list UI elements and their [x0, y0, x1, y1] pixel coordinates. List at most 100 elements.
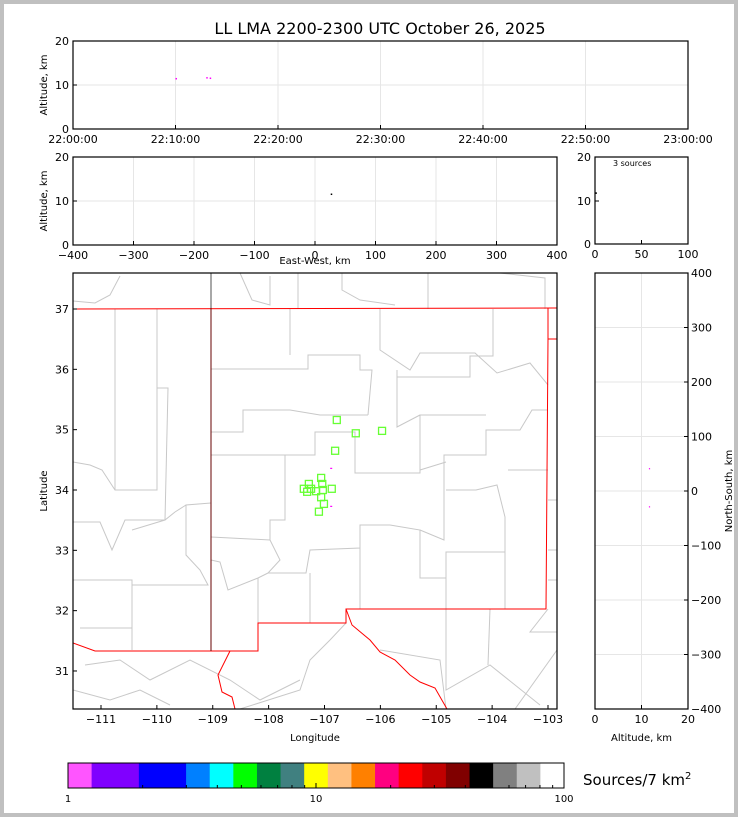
colorbar-swatch	[327, 763, 352, 788]
station-marker	[314, 507, 324, 516]
station-marker	[351, 429, 360, 438]
colorbar: 1 10 100	[65, 762, 574, 805]
x-tick-label: 400	[547, 249, 568, 262]
y-tick-label: 34	[55, 484, 69, 497]
x-tick-label: −111	[86, 713, 116, 726]
source-point	[330, 193, 333, 196]
y-axis-label: Altitude, km	[39, 55, 50, 116]
x-axis-label: Altitude, km	[611, 733, 672, 744]
y-tick-label: 20	[577, 151, 591, 164]
northsouth-altitude-panel: 0 10 20−400 −300 −200 −100 0 100 200 300 400 North-…	[592, 267, 736, 744]
y-tick-label: −100	[691, 540, 721, 553]
y-tick-label: 36	[55, 363, 69, 376]
x-tick-label: 10	[635, 713, 649, 726]
x-tick-label: −105	[421, 713, 451, 726]
county-borders	[73, 273, 557, 709]
y-tick-label: 0	[584, 238, 591, 251]
colorbar-swatch	[91, 763, 116, 788]
colorbar-swatch	[422, 763, 447, 788]
y-tick-label: 300	[691, 322, 712, 335]
x-tick-label: −100	[239, 249, 269, 262]
x-tick-label: 22:30:00	[356, 133, 405, 146]
x-tick-label: −109	[198, 713, 228, 726]
y-tick-label: 0	[62, 239, 69, 252]
colorbar-swatch	[445, 763, 471, 788]
station-marker	[304, 479, 314, 489]
colorbar-tick-label: 100	[554, 794, 573, 805]
y-tick-label: 10	[577, 195, 591, 208]
x-tick-label: 200	[426, 249, 447, 262]
y-tick-label: −400	[691, 703, 721, 716]
source-point	[206, 77, 208, 79]
axes-frame	[72, 272, 558, 710]
x-tick-label: 100	[678, 248, 699, 261]
source-point	[648, 506, 651, 508]
colorbar-swatch	[375, 763, 400, 788]
colorbar-swatch	[351, 763, 376, 788]
station-marker	[327, 484, 336, 493]
x-tick-label: 300	[486, 249, 507, 262]
x-tick-label: 22:00:00	[48, 133, 97, 146]
x-tick-label: 0	[312, 249, 319, 262]
station-marker	[330, 446, 340, 455]
y-axis-label: North-South, km	[724, 450, 735, 533]
colorbar-swatch	[469, 763, 494, 788]
x-tick-label: 20	[681, 713, 695, 726]
y-tick-label: 200	[691, 376, 712, 389]
altitude-time-panel: 22:00:00 22:10:00 22:20:00 22:30:00 22:40:00…	[39, 35, 713, 146]
plan-view-map-panel: −111 −110 −109 −108 −107 −106 −105 −104 −103 31 32…	[39, 272, 563, 744]
colorbar-tick-label: 1	[65, 794, 71, 805]
colorbar-swatch	[68, 763, 93, 788]
x-tick-label: 22:20:00	[253, 133, 302, 146]
y-tick-label: 100	[691, 431, 712, 444]
y-tick-label: 31	[55, 665, 69, 678]
x-tick-label: 22:50:00	[561, 133, 610, 146]
x-axis-label: East-West, km	[279, 256, 350, 267]
colorbar-label: Sources/7 km2	[583, 771, 691, 789]
y-tick-label: 20	[55, 35, 69, 48]
colorbar-swatch	[115, 763, 140, 788]
y-tick-label: 33	[55, 544, 69, 557]
y-tick-label: 32	[55, 605, 69, 618]
station-marker	[306, 484, 316, 493]
x-tick-label: 50	[635, 248, 649, 261]
y-tick-label: 0	[691, 485, 698, 498]
y-tick-label: 37	[55, 303, 69, 316]
x-tick-label: 100	[365, 249, 386, 262]
y-axis-label: Altitude, km	[39, 171, 50, 232]
source-point	[209, 77, 212, 80]
altitude-eastwest-panel: −400 −300 −200 −100 0 100 200 300 400 0 10 20 Altitu…	[39, 151, 568, 267]
x-tick-label: 0	[592, 248, 599, 261]
y-tick-label: 20	[55, 151, 69, 164]
x-tick-label: 23:00:00	[663, 133, 712, 146]
station-marker	[377, 426, 387, 436]
y-tick-label: −200	[691, 594, 721, 607]
colorbar-swatch	[162, 763, 187, 788]
x-tick-label: 0	[592, 713, 599, 726]
x-tick-label: −103	[533, 713, 563, 726]
y-tick-label: 0	[62, 123, 69, 136]
chart-title: LL LMA 2200-2300 UTC October 26, 2025	[214, 19, 545, 38]
colorbar-swatch	[493, 763, 518, 788]
colorbar-swatch	[233, 763, 258, 788]
y-tick-label: 35	[55, 424, 69, 437]
colorbar-swatch	[516, 763, 541, 788]
source-point	[175, 77, 177, 80]
colorbar-swatch	[138, 763, 163, 788]
colorbar-swatch	[280, 763, 305, 788]
station-marker	[319, 499, 329, 509]
x-tick-label: −200	[179, 249, 209, 262]
station-marker	[316, 473, 326, 483]
y-tick-label: −300	[691, 649, 721, 662]
y-axis-label: Latitude	[39, 470, 50, 511]
x-axis-label: Longitude	[290, 733, 340, 744]
x-tick-label: −400	[58, 249, 88, 262]
source-point	[330, 505, 333, 507]
station-marker	[332, 415, 341, 425]
colorbar-swatch	[540, 763, 565, 788]
x-tick-label: 22:40:00	[458, 133, 507, 146]
colorbar-tick-label: 10	[310, 794, 323, 805]
x-tick-label: −106	[365, 713, 395, 726]
altitude-histogram-panel: 0 50 100 0 10 20	[577, 151, 699, 261]
